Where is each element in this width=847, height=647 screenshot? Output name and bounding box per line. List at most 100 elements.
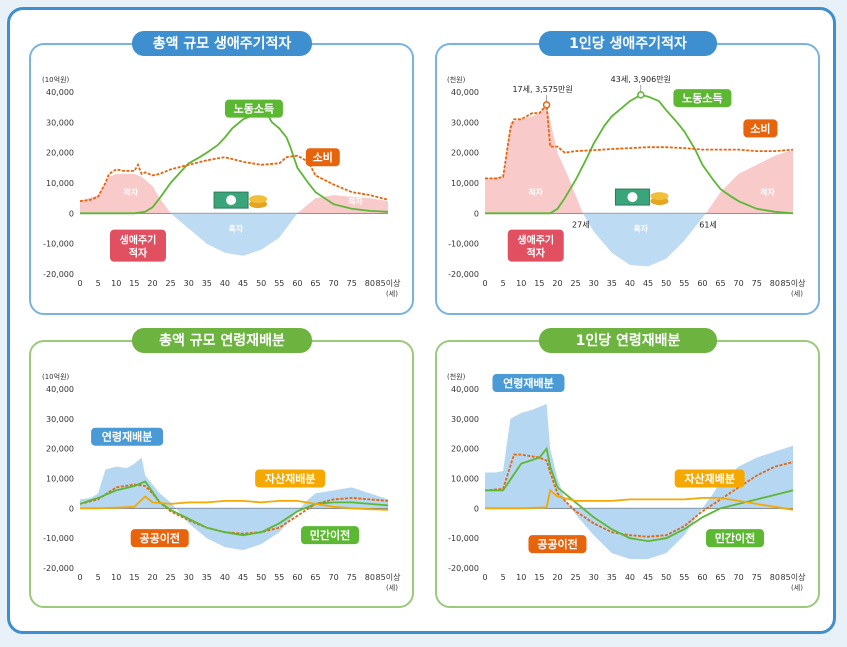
x-tick-label: 45 [643, 573, 653, 582]
x-tick-label: 80 [770, 573, 780, 582]
series-label: 노동소득 [234, 103, 274, 116]
band-label: 연령재배분 [102, 430, 153, 444]
x-tick-label: 65 [715, 279, 725, 288]
x-tick-label: 15 [129, 279, 139, 288]
x-tick-label: 70 [329, 279, 339, 288]
y-tick-label: -20,000 [43, 564, 74, 573]
banknote-symbol-icon [226, 195, 237, 206]
y-tick-label: 10,000 [451, 179, 479, 188]
y-tick-label: 40,000 [46, 385, 74, 394]
y-tick-label: 30,000 [451, 118, 479, 127]
x-tick-label: 40 [220, 573, 230, 582]
crossing-annotation: 27세 [572, 220, 590, 229]
panel-title-pill [132, 31, 312, 56]
peak-annotation: 43세, 3,906만원 [611, 75, 671, 84]
x-tick-label: 5 [501, 279, 506, 288]
y-tick-label: -20,000 [43, 270, 74, 279]
x-tick-label: 20 [147, 573, 157, 582]
x-tick-label: 25 [570, 279, 580, 288]
x-tick-label: 30 [184, 279, 194, 288]
surplus-label: 흑자 [228, 224, 243, 234]
lifecycle-label-2: 적자 [129, 247, 148, 260]
coin-stack-icon [650, 192, 669, 201]
x-unit-label: (세) [386, 583, 398, 592]
x-tick-label: 80 [365, 573, 375, 582]
y-tick-label: 30,000 [46, 415, 74, 424]
x-tick-label: 40 [625, 573, 635, 582]
x-tick-label: 10 [516, 279, 526, 288]
x-tick-label: 0 [77, 573, 82, 582]
y-tick-label: 30,000 [451, 415, 479, 424]
deficit-area-old [297, 195, 388, 214]
x-tick-label: 35 [607, 573, 617, 582]
x-tick-label: 80 [365, 279, 375, 288]
series-label-box [528, 535, 587, 554]
x-tick-label: 25 [165, 279, 175, 288]
x-tick-label: 85이상 [376, 572, 402, 582]
deficit-label-old: 적자 [348, 196, 363, 206]
deficit-label: 적자 [528, 187, 543, 197]
peak-annotation: 17세, 3,575만원 [512, 85, 572, 94]
chart-panel-2: 1인당 생애주기적자 (천원) -20,000 -10,000 0 10,000 20,00… [435, 31, 820, 315]
x-tick-label: 40 [625, 279, 635, 288]
surplus-label: 흑자 [633, 224, 648, 234]
chart-panel-4: 1인당 연령재배분 (천원) -20,000 -10,000 0 10,000 20,000… [435, 328, 820, 608]
peak-marker [637, 91, 645, 99]
y-tick-label: 0 [69, 504, 74, 513]
y-unit-label: (10억원) [42, 372, 70, 381]
x-tick-label: 15 [534, 573, 544, 582]
series-line [80, 112, 389, 215]
y-tick-label: -20,000 [448, 270, 479, 279]
y-tick-label: 10,000 [451, 475, 479, 484]
x-tick-label: 85이상 [781, 278, 807, 288]
x-tick-label: 10 [111, 573, 121, 582]
x-tick-label: 60 [697, 573, 707, 582]
y-tick-label: 20,000 [451, 149, 479, 158]
y-unit-label: (10억원) [42, 75, 70, 84]
x-tick-label: 15 [129, 573, 139, 582]
deficit-area-young [80, 173, 171, 214]
band-label-box [492, 374, 565, 393]
x-tick-label: 55 [274, 279, 284, 288]
y-tick-label: 40,000 [451, 88, 479, 97]
banknote-symbol-icon [627, 192, 638, 203]
x-tick-label: 70 [734, 573, 744, 582]
y-tick-label: -10,000 [43, 534, 74, 543]
series-label-box [674, 469, 745, 488]
y-unit-label: (천원) [447, 372, 466, 381]
x-tick-label: 5 [96, 279, 101, 288]
x-tick-label: 75 [347, 279, 357, 288]
lifecycle-badge [507, 229, 564, 262]
y-tick-label: -20,000 [448, 564, 479, 573]
x-tick-label: 5 [501, 573, 506, 582]
series-label: 공공이전 [537, 537, 577, 551]
series-line [485, 102, 794, 180]
x-tick-label: 60 [697, 279, 707, 288]
x-tick-label: 75 [752, 279, 762, 288]
y-tick-label: -10,000 [448, 534, 479, 543]
y-tick-label: -10,000 [448, 240, 479, 249]
y-tick-label: 40,000 [451, 385, 479, 394]
y-tick-label: 0 [69, 209, 74, 218]
x-tick-label: 20 [147, 279, 157, 288]
panel-title: 총액 규모 연령재배분 [159, 332, 285, 349]
x-tick-label: 0 [482, 573, 487, 582]
x-tick-label: 25 [165, 573, 175, 582]
x-tick-label: 15 [534, 279, 544, 288]
y-tick-label: 30,000 [46, 118, 74, 127]
panel-border [29, 340, 414, 608]
x-tick-label: 70 [734, 279, 744, 288]
x-tick-label: 60 [292, 279, 302, 288]
x-tick-label: 65 [310, 279, 320, 288]
surplus-area [582, 213, 706, 267]
x-tick-label: 40 [220, 279, 230, 288]
panel-title: 1인당 생애주기적자 [569, 35, 687, 52]
y-tick-label: 10,000 [46, 179, 74, 188]
crossing-annotation: 61세 [699, 220, 717, 229]
x-tick-label: 55 [274, 573, 284, 582]
panel-title: 1인당 연령재배분 [576, 332, 681, 349]
deficit-label-old: 적자 [760, 187, 775, 197]
lifecycle-label-2: 적자 [527, 247, 546, 260]
panel-border [29, 43, 414, 315]
x-tick-label: 75 [347, 573, 357, 582]
